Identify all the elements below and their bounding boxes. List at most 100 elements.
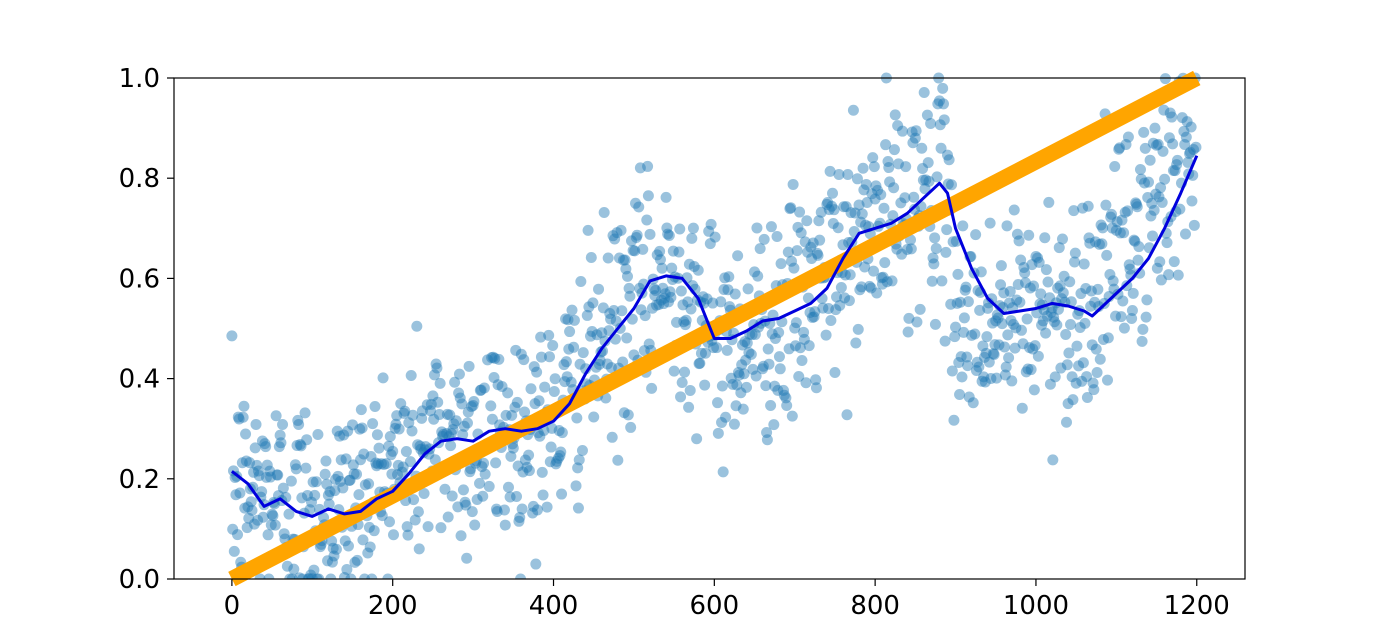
scatter-point — [695, 347, 707, 359]
scatter-point — [244, 457, 256, 469]
scatter-point — [895, 197, 907, 209]
scatter-point — [1071, 340, 1083, 352]
scatter-point — [408, 494, 420, 506]
scatter-point — [1120, 139, 1132, 151]
scatter-point — [880, 139, 892, 151]
scatter-point — [1150, 188, 1162, 200]
scatter-point — [1012, 279, 1024, 291]
scatter-point — [1067, 394, 1079, 406]
scatter-point — [794, 206, 806, 218]
scatter-point — [1030, 250, 1042, 262]
scatter-point — [1020, 366, 1032, 378]
scatter-point — [999, 341, 1011, 353]
scatter-point — [784, 203, 796, 215]
scatter-point — [429, 369, 441, 381]
scatter-point — [556, 488, 568, 500]
scatter-point — [840, 201, 852, 213]
scatter-point — [289, 459, 301, 471]
scatter-point — [1133, 241, 1145, 253]
scatter-point — [937, 82, 949, 94]
scatter-point — [876, 278, 888, 290]
scatter-point — [679, 366, 691, 378]
scatter-point — [985, 372, 997, 384]
scatter-point — [493, 353, 505, 365]
scatter-point — [975, 266, 987, 278]
scatter-point — [351, 468, 363, 480]
scatter-point — [1105, 211, 1117, 223]
scatter-point — [334, 475, 346, 487]
scatter-point — [523, 465, 535, 477]
scatter-point — [568, 314, 580, 326]
scatter-point — [293, 572, 305, 579]
scatter-point — [808, 311, 820, 323]
scatter-point — [506, 409, 518, 421]
scatter-point — [774, 363, 786, 375]
scatter-point — [852, 323, 864, 335]
scatter-point — [302, 573, 314, 579]
scatter-point — [711, 342, 723, 354]
scatter-point — [757, 363, 769, 375]
scatter-point — [534, 430, 546, 442]
scatter-point — [704, 238, 716, 250]
scatter-point — [461, 417, 473, 429]
rolling-mean-line — [230, 155, 1199, 518]
scatter-point — [1096, 238, 1108, 250]
scatter-point — [358, 448, 370, 460]
scatter-point — [428, 413, 440, 425]
scatter-point — [334, 430, 346, 442]
scatter-point — [1094, 353, 1106, 365]
scatter-point — [607, 230, 619, 242]
scatter-point — [349, 556, 361, 568]
scatter-point — [604, 307, 616, 319]
scatter-point — [923, 175, 935, 187]
scatter-point — [1122, 205, 1134, 217]
scatter-point — [810, 382, 822, 394]
scatter-point — [1146, 197, 1158, 209]
scatter-point — [959, 284, 971, 296]
scatter-point — [1124, 263, 1136, 275]
scatter-point — [597, 302, 609, 314]
scatter-point — [1097, 333, 1109, 345]
scatter-point — [824, 165, 836, 177]
scatter-point — [646, 382, 658, 394]
scatter-point — [657, 282, 669, 294]
scatter-point — [1025, 364, 1037, 376]
scatter-point — [319, 468, 331, 480]
scatter-point — [623, 282, 635, 294]
scatter-point — [1052, 282, 1064, 294]
scatter-point — [407, 409, 419, 421]
scatter-point — [510, 344, 522, 356]
scatter-point — [412, 439, 424, 451]
scatter-point — [411, 320, 423, 332]
scatter-point — [720, 411, 732, 423]
scatter-point — [856, 208, 868, 220]
scatter-point — [950, 321, 962, 333]
scatter-point — [828, 204, 840, 216]
scatter-point — [602, 252, 614, 264]
scatter-point — [1089, 296, 1101, 308]
scatter-point — [626, 235, 638, 247]
scatter-point — [1062, 398, 1074, 410]
scatter-point — [687, 222, 699, 234]
scatter-point — [450, 415, 462, 427]
scatter-point — [321, 478, 333, 490]
scatter-point — [271, 469, 283, 481]
scatter-point — [558, 359, 570, 371]
scatter-point — [409, 514, 421, 526]
scatter-point — [267, 510, 279, 522]
scatter-point — [854, 284, 866, 296]
scatter-point — [248, 518, 260, 530]
scatter-point — [359, 479, 371, 491]
scatter-point — [498, 504, 510, 516]
scatter-point — [725, 372, 737, 384]
scatter-point — [804, 306, 816, 318]
scatter-point — [1128, 234, 1140, 246]
scatter-point — [1027, 343, 1039, 355]
scatter-point — [1180, 131, 1192, 143]
scatter-point — [341, 563, 353, 575]
scatter-point — [577, 347, 589, 359]
scatter-point — [1028, 280, 1040, 292]
scatter-point — [1004, 285, 1016, 297]
scatter-point — [984, 217, 996, 229]
scatter-point — [433, 408, 445, 420]
